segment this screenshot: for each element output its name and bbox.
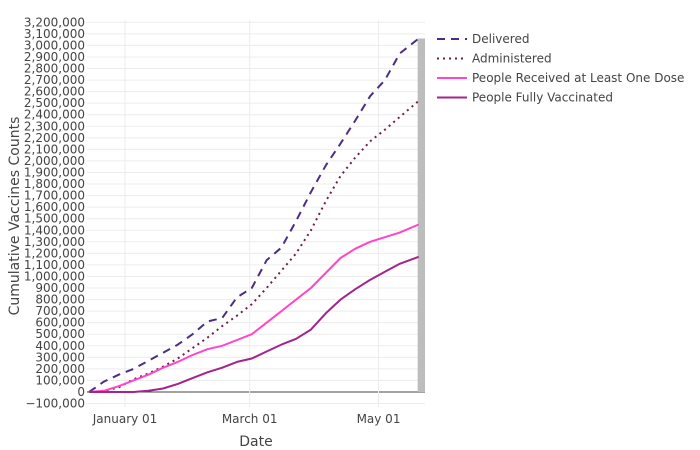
- x-axis-title: Date: [239, 434, 272, 450]
- x-tick-label: January 01: [92, 412, 158, 426]
- y-tick-label: 800,000: [35, 293, 85, 307]
- y-tick-label: 1,600,000: [24, 200, 85, 214]
- y-tick-label: 700,000: [35, 304, 85, 318]
- y-tick-label: 1,100,000: [24, 258, 85, 272]
- series-line: [89, 223, 420, 393]
- legend-label: Delivered: [472, 32, 529, 46]
- highlight-bar: [417, 38, 425, 392]
- legend-label: People Fully Vaccinated: [472, 91, 613, 105]
- highlight-bars: [417, 38, 425, 392]
- y-tick-label: 1,900,000: [24, 165, 85, 179]
- y-tick-label: 300,000: [35, 350, 85, 364]
- y-tick-label: 2,700,000: [24, 73, 85, 87]
- y-tick-label: −100,000: [25, 397, 85, 411]
- y-tick-label: 2,500,000: [24, 96, 85, 110]
- y-tick-label: 900,000: [35, 281, 85, 295]
- x-tick-label: May 01: [357, 412, 401, 426]
- series-line: [88, 37, 420, 393]
- y-tick-label: 2,400,000: [24, 108, 85, 122]
- series-lines: [88, 37, 420, 393]
- y-tick-label: 2,600,000: [24, 85, 85, 99]
- y-tick-label: 1,400,000: [24, 223, 85, 237]
- y-tick-label: 3,100,000: [24, 27, 85, 41]
- y-tick-label: 3,200,000: [24, 15, 85, 29]
- y-tick-label: 1,300,000: [24, 235, 85, 249]
- y-tick-label: 600,000: [35, 316, 85, 330]
- legend: Delivered Administered People Received at …: [437, 32, 684, 105]
- y-tick-label: 100,000: [35, 373, 85, 387]
- x-axis-ticks: January 01 March 01 May 01: [92, 412, 401, 426]
- legend-label: People Received at Least One Dose: [472, 71, 684, 85]
- y-tick-label: 2,000,000: [24, 154, 85, 168]
- y-tick-label: 1,200,000: [24, 246, 85, 260]
- y-tick-label: 0: [77, 385, 85, 399]
- y-tick-label: 1,500,000: [24, 212, 85, 226]
- y-tick-label: 3,000,000: [24, 38, 85, 52]
- series-line: [89, 100, 420, 393]
- y-tick-label: 1,700,000: [24, 189, 85, 203]
- y-tick-label: 1,800,000: [24, 177, 85, 191]
- y-tick-label: 500,000: [35, 327, 85, 341]
- y-tick-label: 400,000: [35, 339, 85, 353]
- y-tick-label: 2,900,000: [24, 50, 85, 64]
- gridlines: [87, 20, 425, 407]
- y-tick-label: 1,000,000: [24, 269, 85, 283]
- x-tick-label: March 01: [222, 412, 278, 426]
- y-tick-label: 2,300,000: [24, 119, 85, 133]
- y-axis-title: Cumulative Vaccines Counts: [7, 117, 23, 316]
- y-tick-label: 2,100,000: [24, 142, 85, 156]
- y-tick-label: 2,200,000: [24, 131, 85, 145]
- y-axis-ticks: −100,0000100,000200,000300,000400,000500…: [24, 15, 85, 410]
- y-tick-label: 2,800,000: [24, 62, 85, 76]
- legend-label: Administered: [472, 52, 552, 66]
- series-line: [89, 255, 420, 393]
- y-tick-label: 200,000: [35, 362, 85, 376]
